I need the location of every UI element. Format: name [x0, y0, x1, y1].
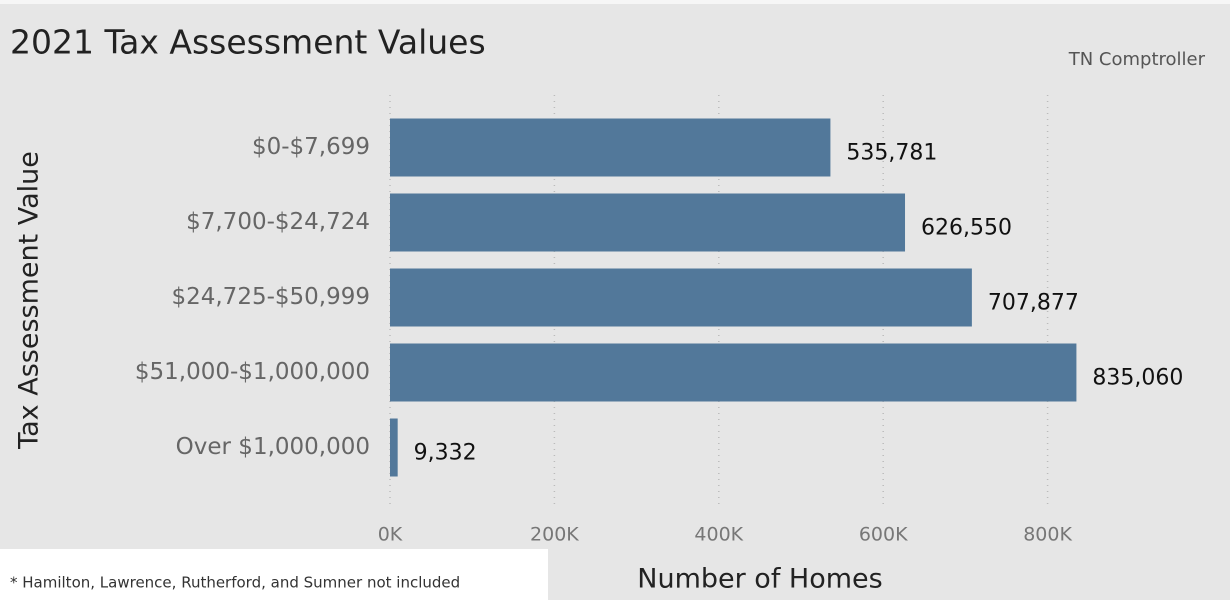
x-tick-label: 600K [859, 524, 908, 546]
y-tick-label: $7,700-$24,724 [186, 209, 370, 235]
bar [390, 118, 831, 177]
value-label: 9,332 [414, 441, 477, 466]
bar [390, 343, 1077, 402]
value-label: 707,877 [988, 291, 1079, 316]
x-tick-label: 200K [530, 524, 579, 546]
source: TN Comptroller [1068, 49, 1206, 70]
bar [390, 268, 972, 327]
bar [390, 418, 398, 477]
y-tick-label: $24,725-$50,999 [171, 284, 370, 310]
x-axis-label: Number of Homes [637, 564, 882, 595]
footnote: * Hamilton, Lawrence, Rutherford, and Su… [10, 574, 460, 592]
x-tick-label: 800K [1023, 524, 1072, 546]
x-tick-label: 400K [694, 524, 743, 546]
y-tick-label: Over $1,000,000 [176, 434, 370, 460]
value-label: 835,060 [1092, 366, 1183, 391]
value-label: 535,781 [846, 141, 937, 166]
footnote-background [0, 549, 548, 600]
value-label: 626,550 [921, 216, 1012, 241]
y-axis-label: Tax Assessment Value [14, 151, 45, 450]
bar [390, 193, 906, 252]
y-tick-label: $51,000-$1,000,000 [135, 359, 370, 385]
x-tick-label: 0K [378, 524, 403, 546]
y-tick-label: $0-$7,699 [252, 134, 370, 160]
chart-title: 2021 Tax Assessment Values [10, 23, 486, 62]
top-strip [0, 0, 1230, 4]
